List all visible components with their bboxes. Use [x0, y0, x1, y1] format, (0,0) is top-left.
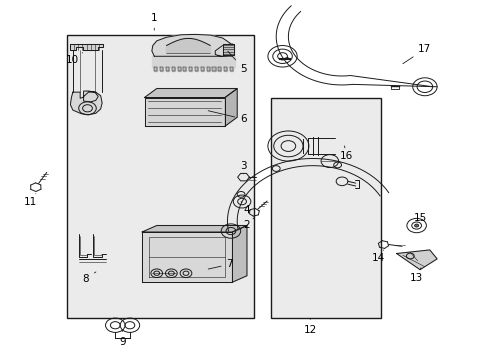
Polygon shape	[144, 89, 237, 98]
Polygon shape	[206, 67, 209, 71]
Polygon shape	[212, 67, 215, 71]
Polygon shape	[224, 89, 237, 126]
Polygon shape	[189, 67, 192, 71]
Polygon shape	[222, 44, 233, 55]
Text: 1: 1	[151, 13, 157, 30]
Polygon shape	[152, 35, 232, 56]
Text: 17: 17	[402, 44, 430, 64]
Polygon shape	[152, 56, 234, 67]
Polygon shape	[73, 44, 82, 105]
Polygon shape	[201, 67, 203, 71]
Circle shape	[414, 224, 418, 227]
Text: 6: 6	[208, 111, 246, 124]
Text: 4: 4	[241, 202, 250, 216]
Polygon shape	[142, 226, 246, 232]
Polygon shape	[166, 39, 210, 53]
Text: 7: 7	[208, 259, 233, 269]
Text: 8: 8	[82, 272, 96, 284]
Text: 5: 5	[227, 51, 246, 74]
Polygon shape	[160, 67, 163, 71]
Text: 3: 3	[240, 161, 246, 174]
Polygon shape	[229, 67, 232, 71]
Text: 9: 9	[119, 330, 125, 347]
Text: 12: 12	[303, 318, 316, 335]
Polygon shape	[154, 67, 157, 71]
Polygon shape	[142, 232, 232, 282]
Text: 10: 10	[66, 53, 82, 65]
Bar	[271, 98, 380, 318]
Text: 2: 2	[243, 218, 254, 230]
Polygon shape	[177, 67, 180, 71]
Polygon shape	[183, 67, 186, 71]
Polygon shape	[87, 44, 98, 105]
Polygon shape	[70, 44, 103, 50]
Polygon shape	[218, 67, 221, 71]
Polygon shape	[224, 67, 226, 71]
Polygon shape	[232, 226, 246, 282]
Text: 13: 13	[408, 268, 422, 283]
Text: 14: 14	[371, 250, 385, 263]
Polygon shape	[144, 98, 224, 126]
Polygon shape	[70, 91, 102, 115]
Text: 16: 16	[340, 146, 353, 161]
Polygon shape	[165, 67, 169, 71]
Bar	[66, 35, 254, 318]
Polygon shape	[171, 67, 174, 71]
Polygon shape	[396, 250, 436, 270]
Polygon shape	[195, 67, 198, 71]
Text: 15: 15	[412, 213, 426, 226]
Text: 11: 11	[23, 194, 37, 207]
